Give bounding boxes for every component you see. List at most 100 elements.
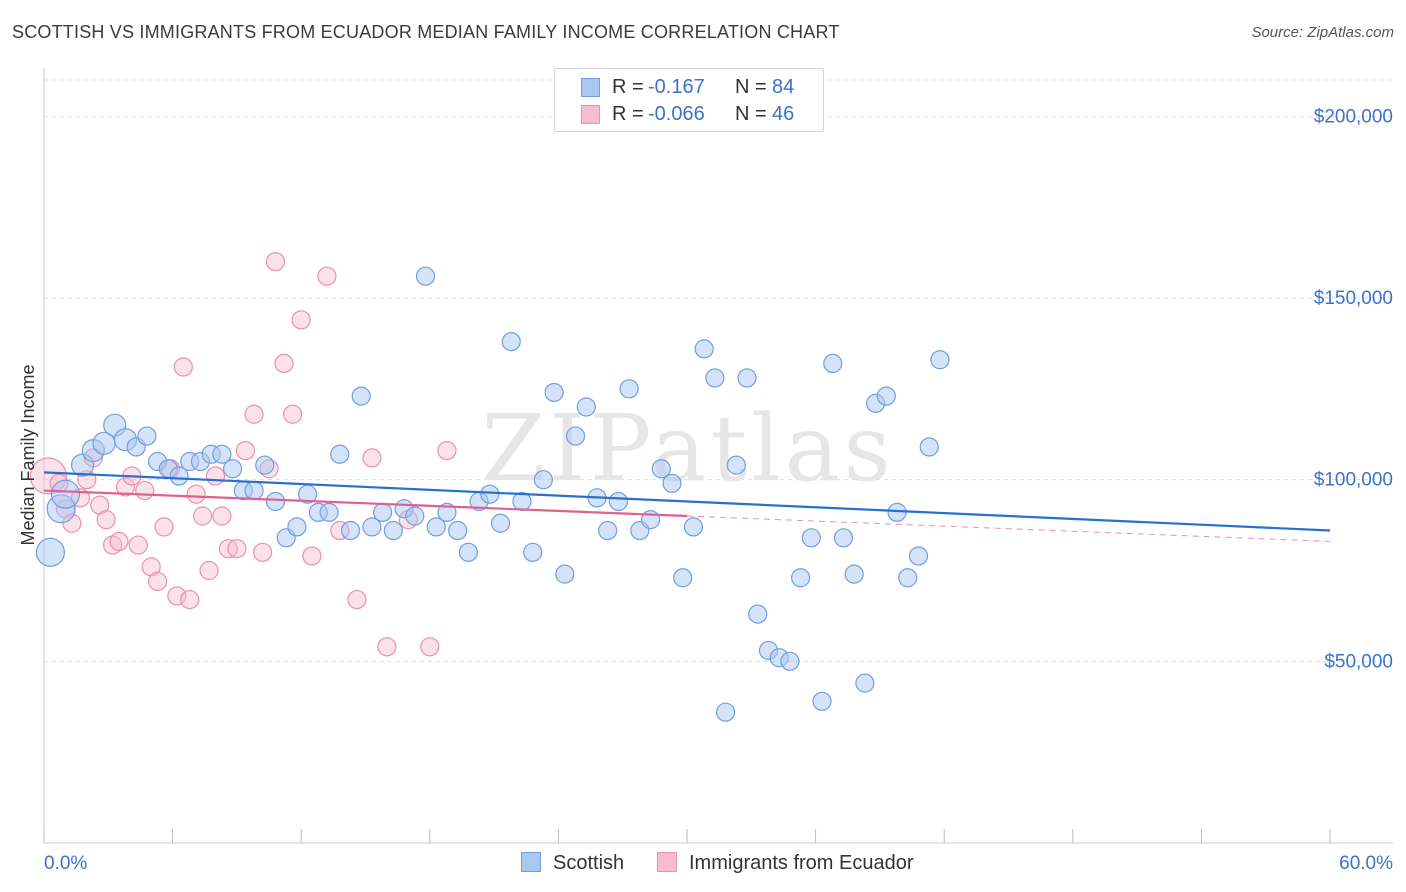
scottish-point bbox=[340, 520, 361, 541]
scottish-point bbox=[437, 502, 457, 522]
ecuador-point bbox=[235, 441, 256, 461]
scottish-point bbox=[501, 332, 521, 352]
chart-title: SCOTTISH VS IMMIGRANTS FROM ECUADOR MEDI… bbox=[12, 22, 840, 42]
x-tick-max: 60.0% bbox=[1339, 853, 1393, 874]
scottish-point bbox=[919, 437, 939, 457]
ecuador-point bbox=[291, 310, 311, 330]
ecuador-point bbox=[212, 506, 232, 526]
stats-legend: R = -0.167 N = 84 R = -0.066 N = 46 bbox=[554, 68, 824, 132]
scottish-point bbox=[908, 546, 929, 566]
scottish-point bbox=[35, 537, 66, 567]
y-tick-label-1: $100,000 bbox=[1314, 470, 1393, 491]
y-tick-label-3: $200,000 bbox=[1314, 106, 1393, 127]
scottish-point bbox=[844, 564, 864, 584]
ecuador-point bbox=[167, 586, 187, 606]
n-label: N = bbox=[735, 103, 767, 125]
scottish-point bbox=[898, 568, 918, 588]
scottish-point bbox=[619, 379, 639, 399]
ecuador-point bbox=[135, 480, 155, 501]
scottish-point bbox=[244, 480, 264, 501]
scottish-point bbox=[490, 513, 511, 533]
scottish-point bbox=[544, 382, 564, 403]
scottish-point bbox=[373, 502, 393, 522]
scottish-point bbox=[330, 444, 350, 464]
r-value: -0.167 bbox=[648, 76, 705, 98]
scottish-trend-line bbox=[43, 471, 1331, 532]
ecuador-point bbox=[244, 404, 264, 424]
scottish-points bbox=[35, 266, 950, 722]
ecuador-point bbox=[274, 353, 294, 373]
scottish-point bbox=[705, 368, 725, 388]
scottish-point bbox=[662, 473, 682, 493]
scottish-point bbox=[415, 266, 436, 286]
ecuador-point bbox=[253, 542, 273, 562]
source-label: Source: ZipAtlas.com bbox=[1251, 24, 1394, 41]
ecuador-point bbox=[283, 404, 303, 424]
scottish-point bbox=[876, 386, 896, 406]
scottish-point bbox=[405, 506, 425, 526]
scottish-point bbox=[748, 604, 768, 624]
scottish-point bbox=[726, 455, 746, 475]
ecuador-point bbox=[317, 266, 337, 286]
scottish-point bbox=[480, 484, 500, 504]
scottish-point bbox=[930, 350, 950, 370]
n-value: 84 bbox=[772, 76, 795, 98]
ecuador-point bbox=[128, 535, 148, 555]
scottish-point bbox=[212, 444, 232, 464]
scottish-point bbox=[426, 517, 446, 537]
ecuador-swatch bbox=[581, 105, 600, 124]
scottish-point bbox=[50, 479, 81, 509]
scottish-point bbox=[801, 528, 821, 548]
axes bbox=[43, 68, 1393, 844]
r-label: R = bbox=[612, 103, 644, 125]
scottish-point bbox=[823, 353, 843, 373]
bottom-legend-ecuador: Immigrants from Ecuador bbox=[657, 852, 914, 875]
ecuador-trend-extension bbox=[686, 515, 1331, 542]
ecuador-point bbox=[115, 477, 136, 497]
y-tick-label-0: $50,000 bbox=[1324, 651, 1393, 672]
ecuador-point bbox=[102, 535, 123, 555]
scottish-point bbox=[833, 528, 854, 548]
ecuador-point bbox=[302, 546, 322, 566]
scottish-point bbox=[319, 502, 339, 522]
ecuador-point bbox=[265, 252, 286, 272]
scottish-point bbox=[608, 491, 629, 512]
ecuador-point bbox=[420, 637, 440, 657]
trend-lines bbox=[43, 471, 1331, 542]
n-value: 46 bbox=[772, 103, 795, 125]
ecuador-point bbox=[437, 441, 457, 461]
ecuador-point bbox=[193, 506, 213, 526]
scottish-point bbox=[351, 386, 371, 406]
y-axis-label: Median Family Income bbox=[18, 364, 38, 545]
ecuador-point bbox=[186, 484, 206, 504]
ecuador-trend-line bbox=[43, 489, 688, 518]
scottish-point bbox=[715, 702, 736, 722]
scottish-point bbox=[458, 542, 478, 562]
ecuador-legend-label: Immigrants from Ecuador bbox=[689, 852, 914, 874]
y-tick-labels: $50,000 $100,000 $150,000 $200,000 bbox=[1314, 106, 1393, 672]
ecuador-point bbox=[154, 517, 174, 537]
ecuador-point bbox=[377, 637, 397, 657]
scottish-point bbox=[255, 455, 275, 475]
ecuador-point bbox=[362, 448, 382, 468]
scottish-point bbox=[694, 339, 714, 359]
scottish-point bbox=[448, 520, 468, 541]
ecuador-point bbox=[227, 539, 247, 559]
ecuador-point bbox=[180, 589, 200, 610]
scottish-point bbox=[790, 568, 811, 588]
ecuador-point bbox=[347, 589, 367, 610]
scottish-point bbox=[673, 568, 693, 588]
scottish-point bbox=[383, 520, 403, 541]
scottish-point bbox=[855, 673, 875, 693]
y-tick-label-2: $150,000 bbox=[1314, 288, 1393, 309]
x-tick-min: 0.0% bbox=[44, 853, 87, 874]
scottish-legend-label: Scottish bbox=[553, 852, 625, 874]
scottish-point bbox=[598, 520, 618, 541]
scottish-point bbox=[169, 466, 189, 486]
scottish-point bbox=[523, 542, 543, 562]
scottish-point bbox=[223, 459, 243, 479]
ecuador-point bbox=[199, 560, 219, 581]
scottish-point bbox=[362, 517, 382, 537]
scottish-point bbox=[683, 517, 704, 537]
